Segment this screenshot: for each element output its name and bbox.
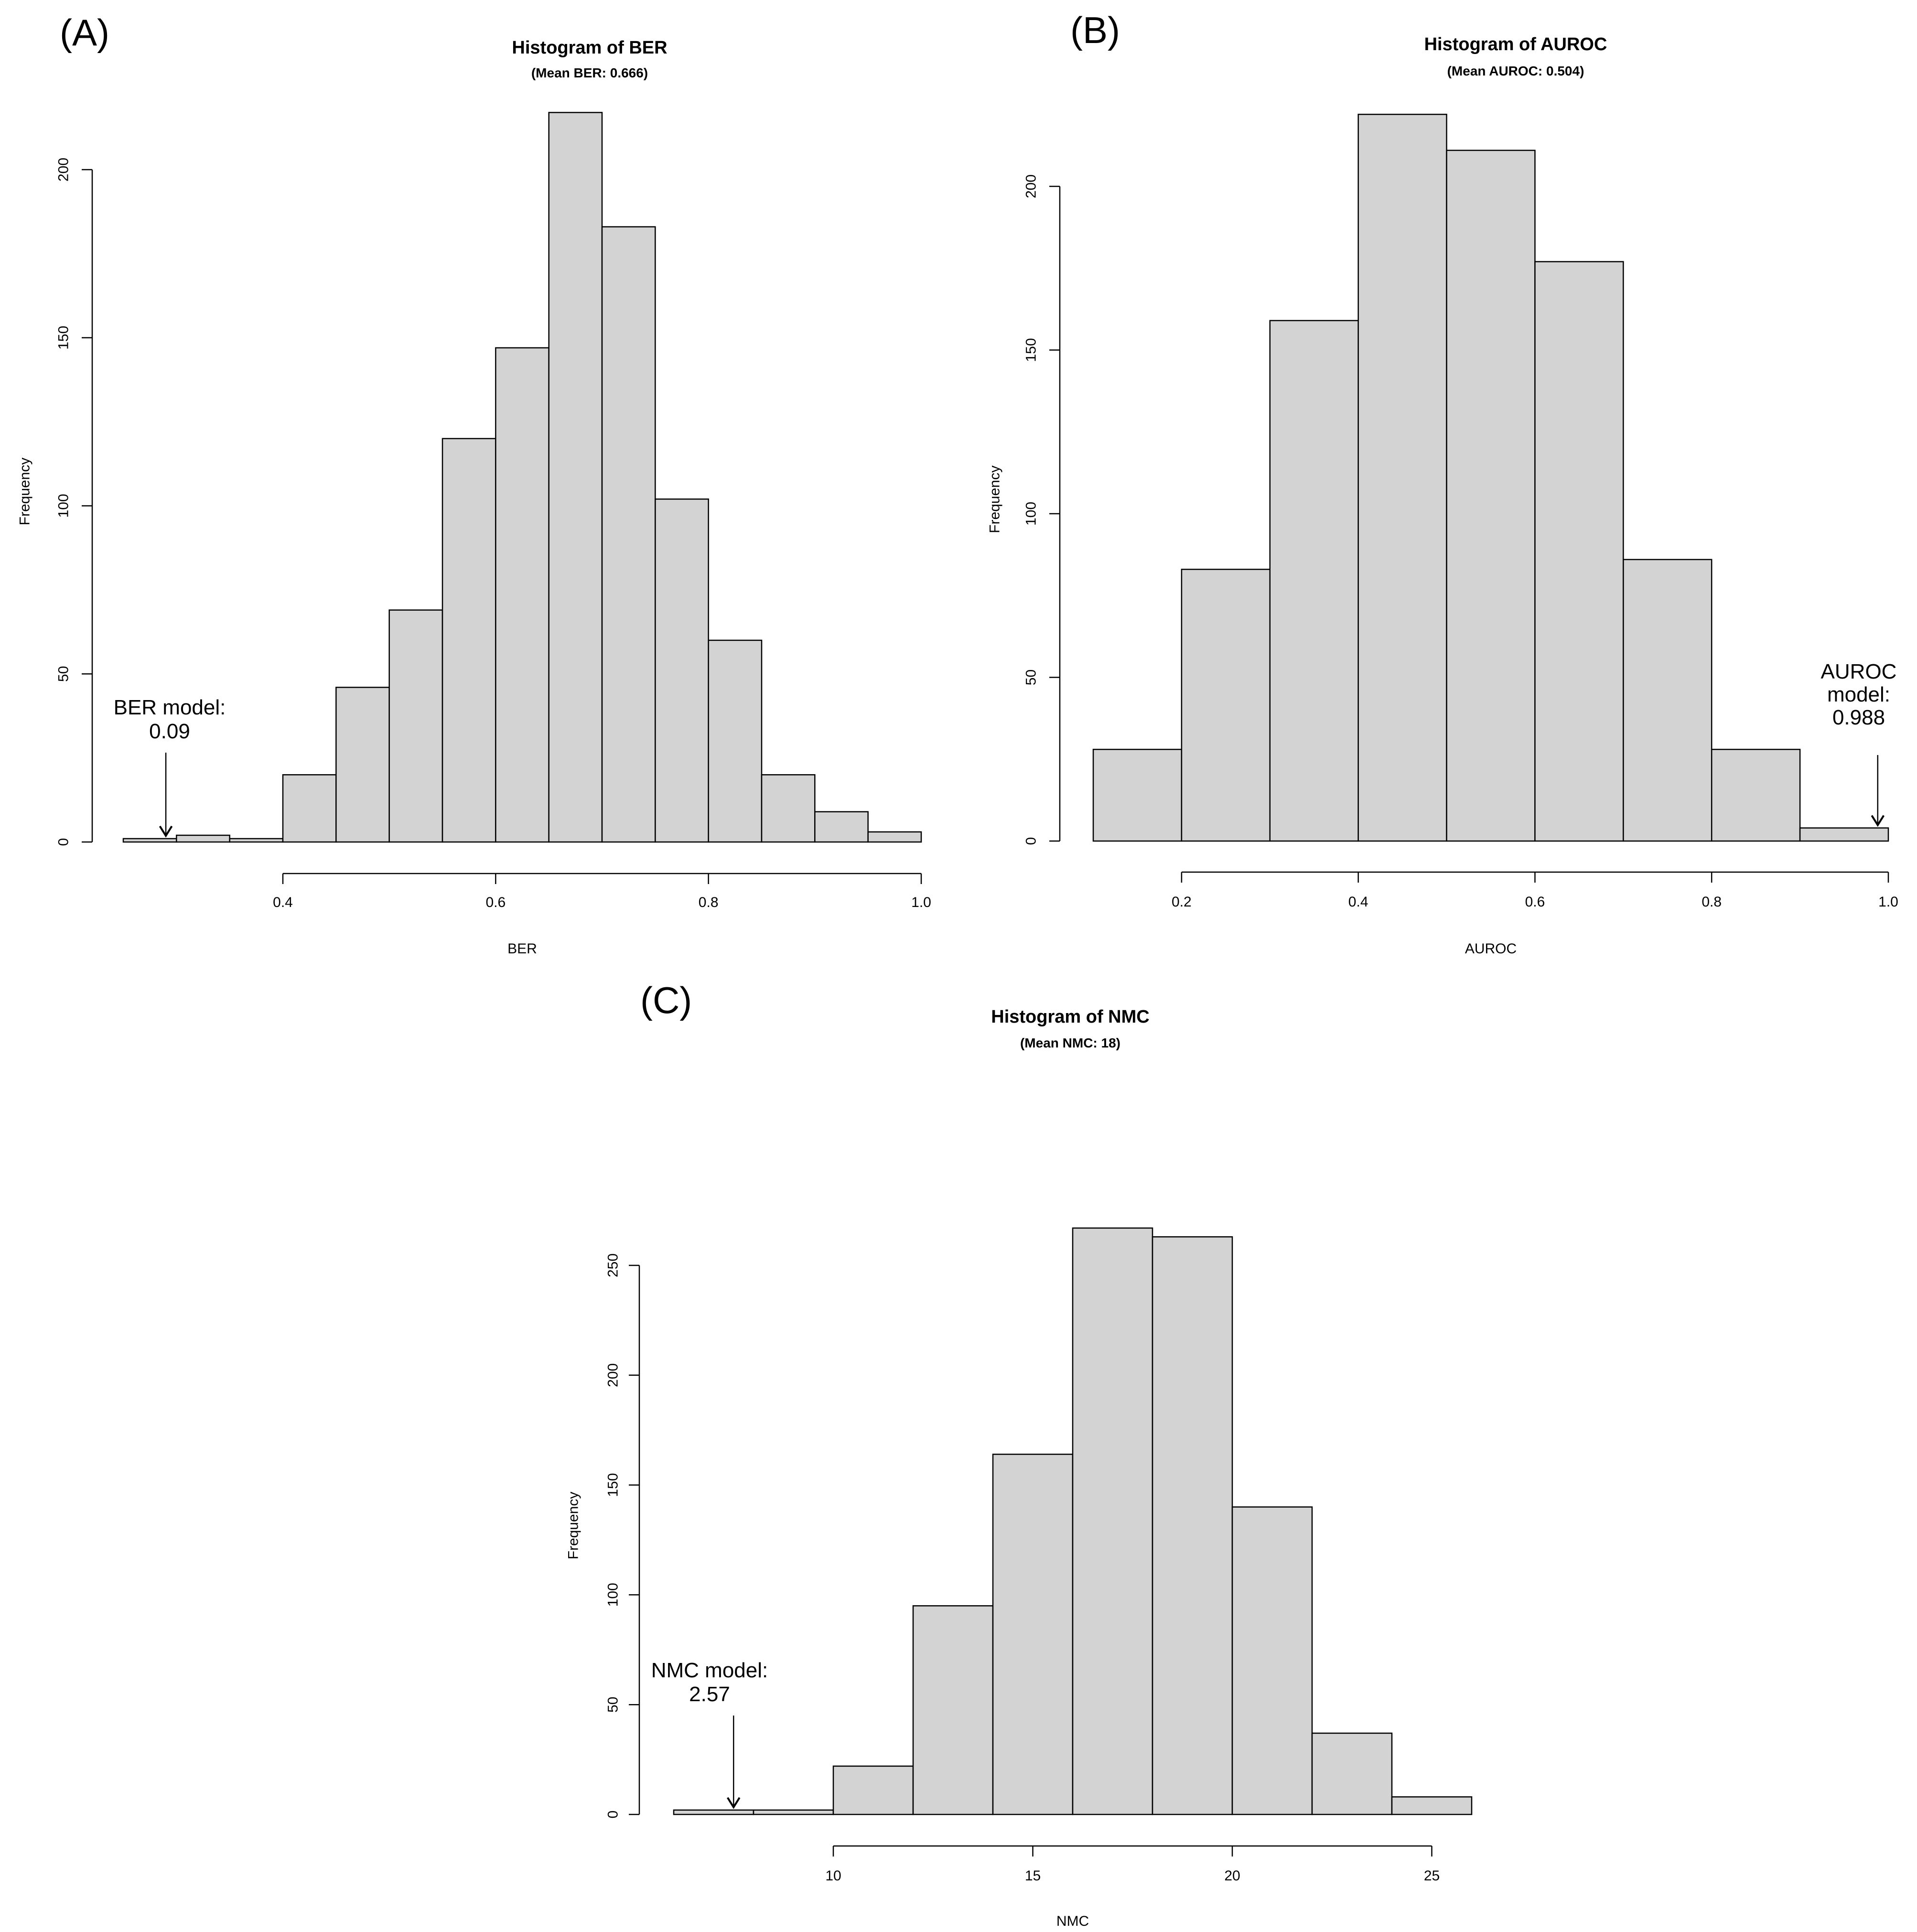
panel-c-bar-1: [673, 1809, 754, 1815]
panel-b-bar-5: [1446, 150, 1536, 842]
panel-b-annotation-line-1: AUROC: [1821, 660, 1897, 683]
panel-c-bar-7: [1152, 1236, 1233, 1815]
panel-b-title: Histogram of AUROC: [1424, 34, 1607, 54]
panel-b-bar-7: [1623, 559, 1712, 842]
panel-a-bar-4: [282, 774, 337, 843]
panel-c-y-axis-label: Frequency: [566, 1492, 582, 1560]
panel-c-bar-5: [992, 1454, 1074, 1815]
panel-b-y-tick-label: 50: [1023, 669, 1039, 685]
panel-a-bar-9: [548, 112, 603, 843]
panel-a-bar-2: [176, 834, 230, 843]
panel-a-bar-13: [761, 774, 816, 843]
panel-a-bar-8: [495, 347, 549, 843]
panel-a-x-tick-label: 0.8: [699, 895, 719, 910]
panel-b-label: (B): [1070, 9, 1120, 51]
panel-b-x-tick-label: 0.4: [1348, 894, 1368, 910]
panel-a-annotation-line-1: BER model:: [114, 696, 226, 719]
panel-c-y-tick-label: 150: [605, 1473, 621, 1497]
panel-a-y-tick-label: 50: [56, 666, 72, 682]
panel-b-x-tick-label: 1.0: [1878, 894, 1898, 910]
panel-a-y-tick-label: 0: [56, 838, 72, 846]
panel-a-bar-15: [867, 831, 922, 843]
panel-a-bar-14: [814, 811, 869, 843]
panel-c-x-tick-label: 25: [1424, 1868, 1440, 1884]
panel-c-y-tick-label: 250: [605, 1253, 621, 1277]
panel-a-label: (A): [60, 11, 109, 54]
panel-b-subtitle: (Mean AUROC: 0.504): [1447, 64, 1584, 78]
panel-a-bar-12: [708, 639, 763, 843]
panel-c-y-tick-label: 50: [605, 1697, 621, 1713]
panel-b-bar-3: [1269, 320, 1359, 842]
panel-a-bar-11: [655, 498, 709, 843]
panel-b-y-tick-label: 0: [1023, 837, 1039, 845]
panel-b-x-axis-label: AUROC: [1465, 941, 1517, 957]
panel-a-y-tick-label: 150: [56, 326, 72, 350]
panel-a-x-tick-label: 1.0: [911, 895, 931, 910]
panel-b-y-tick-label: 150: [1023, 338, 1039, 362]
panel-c-bar-9: [1311, 1732, 1393, 1815]
panel-c-x-tick-label: 10: [825, 1868, 841, 1884]
panel-a-y-tick-label: 100: [56, 494, 72, 518]
panel-a-x-tick-label: 0.6: [485, 895, 506, 910]
panel-b-bar-4: [1357, 114, 1447, 842]
panel-a-subtitle: (Mean BER: 0.666): [531, 65, 648, 80]
panel-c-bar-2: [753, 1809, 834, 1815]
panel-a-x-tick-label: 0.4: [273, 895, 293, 910]
panel-c-y-tick-label: 0: [605, 1811, 621, 1819]
panel-c-annotation-line-1: NMC model:: [651, 1659, 768, 1682]
panel-b-bar-2: [1181, 569, 1271, 842]
panel-b-chart: (B) Histogram of AUROC (Mean AUROC: 0.504)…: [987, 9, 1898, 957]
panel-a-chart: (A) Histogram of BER (Mean BER: 0.666) 0.4 0…: [17, 11, 931, 957]
panel-a-bar-3: [229, 838, 284, 843]
panel-c-bar-10: [1391, 1796, 1473, 1815]
panel-c-y-tick-label: 100: [605, 1583, 621, 1607]
panel-c-label: (C): [640, 979, 692, 1021]
panel-b-y-tick-label: 100: [1023, 502, 1039, 526]
panel-a-y-tick-label: 200: [56, 158, 72, 182]
panel-c-x-tick-label: 15: [1025, 1868, 1041, 1884]
panel-a-bar-5: [335, 687, 390, 843]
panel-b-x-tick-label: 0.8: [1702, 894, 1722, 910]
panel-b-bar-9: [1799, 827, 1889, 842]
panel-b-bar-8: [1711, 748, 1801, 842]
panel-a-bar-10: [601, 226, 656, 843]
panel-a-bar-7: [442, 438, 496, 843]
panel-b-annotation-line-3: 0.988: [1832, 706, 1885, 729]
panel-c-title: Histogram of NMC: [991, 1007, 1149, 1027]
panel-a-x-axis-label: BER: [507, 941, 537, 957]
panel-c-annotation-line-2: 2.57: [689, 1683, 730, 1706]
panel-a-title: Histogram of BER: [512, 38, 667, 58]
panel-a-bar-1: [122, 838, 177, 843]
panel-c-bar-6: [1072, 1227, 1153, 1815]
panel-b-x-tick-label: 0.2: [1172, 894, 1192, 910]
panel-c-x-tick-label: 20: [1224, 1868, 1240, 1884]
panel-c-subtitle: (Mean NMC: 18): [1020, 1036, 1120, 1050]
panel-b-y-axis-label: Frequency: [987, 465, 1003, 533]
panel-c-y-tick-label: 200: [605, 1363, 621, 1387]
panel-c-chart: (C) Histogram of NMC (Mean NMC: 18) 10 15 20 2…: [566, 979, 1473, 1929]
panel-b-bar-6: [1534, 261, 1624, 842]
panel-c-bar-3: [832, 1765, 914, 1815]
panel-c-bar-4: [912, 1605, 994, 1815]
panel-b-annotation-line-2: model:: [1827, 683, 1890, 706]
panel-c-x-axis-label: NMC: [1056, 1913, 1089, 1929]
panel-a-bar-6: [388, 609, 443, 843]
panel-c-bar-8: [1231, 1506, 1313, 1815]
panel-b-bar-1: [1092, 748, 1183, 842]
panel-a-y-axis-label: Frequency: [17, 458, 33, 526]
panel-b-y-tick-label: 200: [1023, 174, 1039, 198]
panel-b-x-tick-label: 0.6: [1525, 894, 1545, 910]
panel-a-annotation-line-2: 0.09: [149, 720, 190, 743]
